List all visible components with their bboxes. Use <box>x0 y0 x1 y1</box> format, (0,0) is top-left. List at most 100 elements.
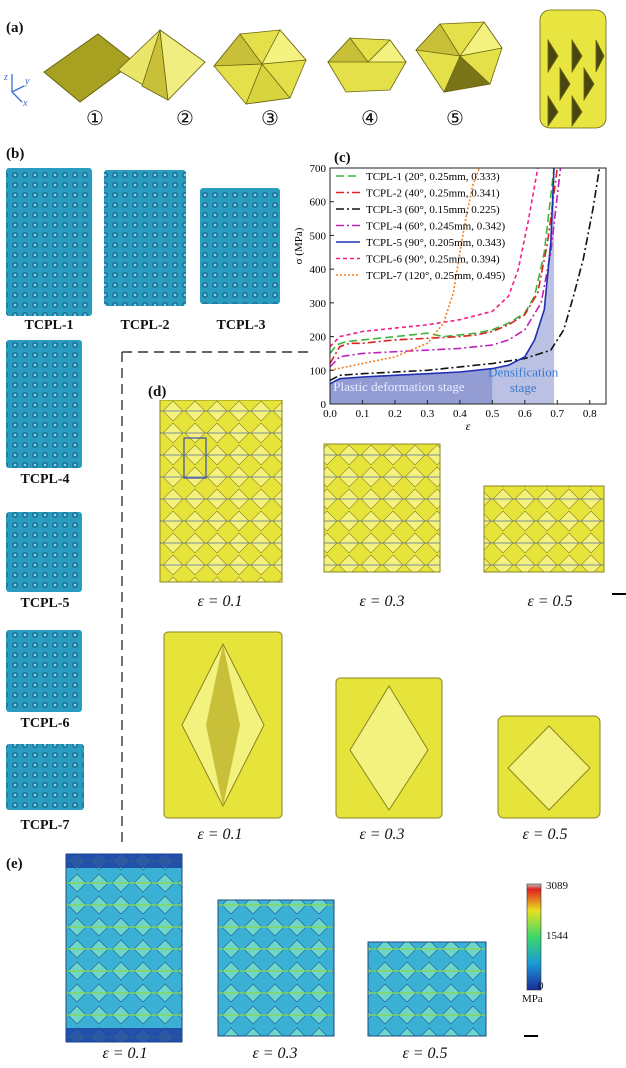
step-label-2: ② <box>176 108 194 130</box>
origami-folding-steps <box>11 9 607 129</box>
panel-label-d: (d) <box>148 384 167 400</box>
lattice-label-6: TCPL-6 <box>20 716 70 731</box>
axes-triad-icon <box>11 74 25 103</box>
y-tick-label-1: 100 <box>310 365 327 377</box>
snapshot-bottom-03 <box>335 677 443 819</box>
snapshot-top-01 <box>159 400 283 583</box>
step-2-partial-fold <box>117 29 206 101</box>
colorbar-max: 3089 <box>546 880 568 892</box>
x-tick-label-4: 0.4 <box>453 408 467 420</box>
legend-label-7: TCPL-7 (120°, 0.25mm, 0.495) <box>366 270 505 282</box>
strain-label-d-top-2: ε = 0.3 <box>359 593 405 610</box>
y-tick-label-0: 0 <box>321 399 327 411</box>
region-label-densification-2: stage <box>510 380 537 395</box>
y-tick-label-2: 200 <box>310 332 327 344</box>
x-tick-label-6: 0.6 <box>518 408 532 420</box>
lattice-label-1: TCPL-1 <box>24 318 74 333</box>
stress-colorbar <box>526 883 542 991</box>
series-line-6 <box>329 167 539 348</box>
lattice-gallery <box>6 168 280 810</box>
lattice-label-7: TCPL-7 <box>20 818 70 833</box>
panel-label-c: (c) <box>334 150 351 166</box>
colorbar-mid: 1544 <box>546 930 568 942</box>
axis-z-label: z <box>4 72 8 83</box>
series-line-2 <box>329 167 559 364</box>
legend-label-3: TCPL-3 (60°, 0.15mm, 0.225) <box>366 204 500 216</box>
lattice-tcpl-7 <box>6 744 84 810</box>
lattice-tcpl-2 <box>104 170 186 306</box>
colorbar-min: 0 <box>538 980 544 992</box>
lattice-label-2: TCPL-2 <box>120 318 170 333</box>
stress-strain-chart: Plastic deformation stage Densificationst… <box>293 163 607 433</box>
strain-label-d-bottom-3: ε = 0.5 <box>522 826 568 843</box>
stress-contours <box>65 853 542 1043</box>
lattice-tcpl-3 <box>200 188 280 304</box>
legend-label-1: TCPL-1 (20°, 0.25mm, 0.333) <box>366 171 500 183</box>
strain-label-d-bottom-1: ε = 0.1 <box>197 826 243 843</box>
series-line-3 <box>329 167 601 382</box>
legend-label-6: TCPL-6 (90°, 0.25mm, 0.394) <box>366 254 500 266</box>
snapshot-bottom-01 <box>163 631 283 819</box>
step-label-1: ① <box>86 108 104 130</box>
step-label-4: ④ <box>361 108 379 130</box>
x-tick-label-8: 0.8 <box>583 408 597 420</box>
region-1 <box>330 368 493 404</box>
strain-label-e-1: ε = 0.1 <box>102 1045 148 1062</box>
step-3-folded-unit <box>213 29 307 105</box>
colorbar-unit: MPa <box>522 993 543 1005</box>
contour-05 <box>367 941 487 1037</box>
origami-tube <box>539 9 607 129</box>
x-tick-label-5: 0.5 <box>485 408 499 420</box>
series-line-4 <box>329 167 562 368</box>
step-label-3: ③ <box>261 108 279 130</box>
lattice-tcpl-5 <box>6 512 82 592</box>
axis-x-label: x <box>23 98 28 109</box>
step-4-compressed-unit <box>327 37 407 93</box>
region-label-densification-1: Densification <box>488 364 559 379</box>
panel-label-b: (b) <box>6 146 25 162</box>
y-tick-label-6: 600 <box>310 197 327 209</box>
axis-y-label: y <box>25 76 30 87</box>
x-tick-label-0: 0.0 <box>323 408 337 420</box>
strain-label-d-bottom-2: ε = 0.3 <box>359 826 405 843</box>
snapshot-top-05 <box>483 485 605 573</box>
lattice-label-5: TCPL-5 <box>20 596 70 611</box>
y-tick-label-7: 700 <box>310 163 327 175</box>
legend-label-5: TCPL-5 (90°, 0.205mm, 0.343) <box>366 237 505 249</box>
lattice-tcpl-4 <box>6 340 82 468</box>
region-label-plastic: Plastic deformation stage <box>333 379 465 394</box>
lattice-tcpl-1 <box>6 168 92 316</box>
step-label-5: ⑤ <box>446 108 464 130</box>
strain-label-e-2: ε = 0.3 <box>252 1045 298 1062</box>
lattice-label-4: TCPL-4 <box>20 472 70 487</box>
plot-frame <box>329 167 607 405</box>
legend-label-2: TCPL-2 (40°, 0.25mm, 0.341) <box>366 188 500 200</box>
x-tick-label-3: 0.3 <box>421 408 435 420</box>
panel-label-a: (a) <box>6 20 24 36</box>
contour-03 <box>217 899 335 1037</box>
lattice-label-3: TCPL-3 <box>216 318 266 333</box>
lattice-tcpl-6 <box>6 630 82 712</box>
contour-01 <box>65 853 183 1043</box>
x-tick-label-7: 0.7 <box>550 408 564 420</box>
step-5-assembled-unit <box>415 21 503 93</box>
strain-label-d-top-3: ε = 0.5 <box>527 593 573 610</box>
strain-label-d-top-1: ε = 0.1 <box>197 593 243 610</box>
legend-label-4: TCPL-4 (60°, 0.245mm, 0.342) <box>366 221 505 233</box>
x-axis-label: ε <box>466 419 471 433</box>
x-tick-label-1: 0.1 <box>356 408 370 420</box>
series-line-7 <box>329 167 481 372</box>
strain-label-e-3: ε = 0.5 <box>402 1045 448 1062</box>
y-axis-label: σ (MPa) <box>293 227 305 264</box>
panel-label-e: (e) <box>6 856 23 872</box>
y-tick-label-5: 500 <box>310 230 327 242</box>
series-line-5 <box>329 167 555 385</box>
y-tick-label-3: 300 <box>310 298 327 310</box>
series-line-1 <box>329 167 555 354</box>
region-2 <box>492 168 555 404</box>
x-tick-label-2: 0.2 <box>388 408 402 420</box>
deformation-snapshots <box>159 400 626 819</box>
snapshot-top-03 <box>323 443 441 573</box>
y-tick-label-4: 400 <box>310 264 327 276</box>
snapshot-bottom-05 <box>497 715 601 819</box>
